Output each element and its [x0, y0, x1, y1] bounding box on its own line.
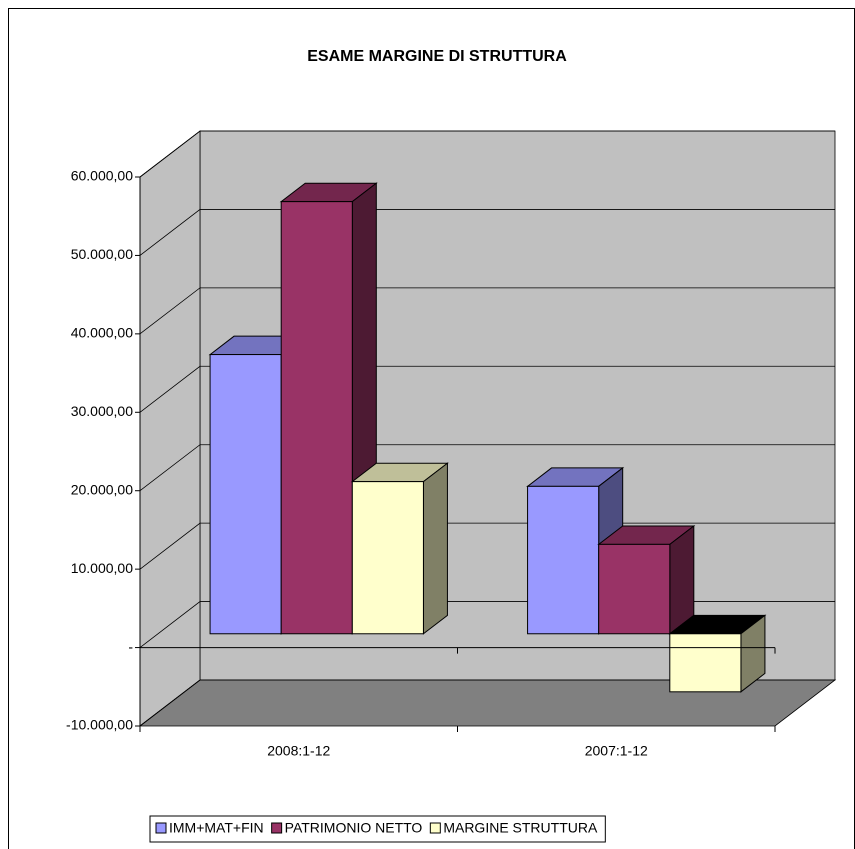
grid-line: [139, 130, 835, 178]
grid-line: [139, 287, 835, 335]
legend: [149, 815, 606, 843]
y-tick-label: 20.000,00: [71, 481, 133, 497]
y-tick-label: -10.000,00: [66, 717, 133, 733]
legend-label: MARGINE STRUTTURA: [443, 820, 598, 836]
y-tick-label: 40.000,00: [71, 325, 133, 341]
bar-side: [422, 462, 448, 635]
legend-swatch: [271, 822, 283, 834]
bar: [209, 354, 282, 635]
grid-line: [139, 365, 835, 413]
chart-title: ESAME MARGINE DI STRUTTURA: [307, 48, 567, 65]
y-tick-label: 10.000,00: [71, 560, 133, 576]
bar: [598, 543, 671, 635]
grid-line: [139, 679, 835, 727]
grid-line: [139, 444, 835, 492]
side-wall: [139, 130, 201, 727]
y-tick-label: -: [128, 638, 133, 654]
bar: [351, 481, 424, 635]
bar: [280, 201, 353, 635]
x-tick-label: 2007:1-12: [585, 743, 648, 759]
legend-label: IMM+MAT+FIN: [169, 820, 264, 836]
y-tick-label: 60.000,00: [71, 168, 133, 184]
y-tick-label: 50.000,00: [71, 246, 133, 262]
legend-label: PATRIMONIO NETTO: [285, 820, 423, 836]
legend-swatch: [155, 822, 167, 834]
x-tick-label: 2008:1-12: [267, 743, 330, 759]
y-tick-label: 30.000,00: [71, 403, 133, 419]
bar: [527, 485, 600, 635]
grid-line: [139, 209, 835, 256]
legend-swatch: [429, 822, 441, 834]
grid-line: [139, 522, 835, 570]
bar: [669, 633, 742, 693]
